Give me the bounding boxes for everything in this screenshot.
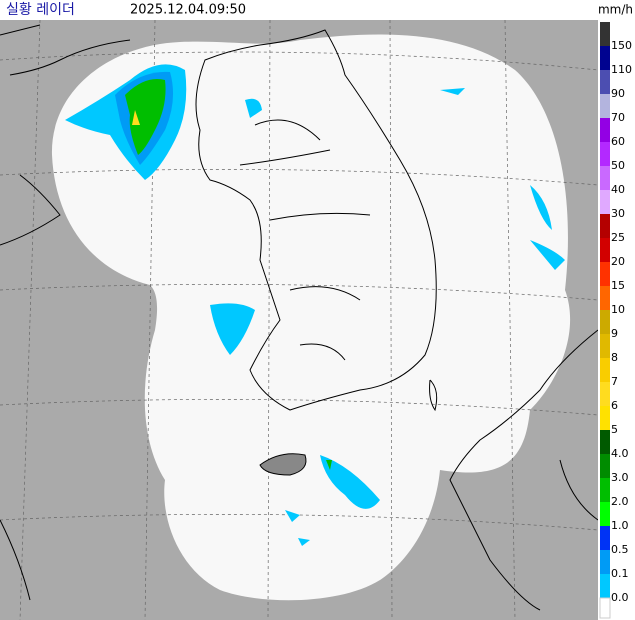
timestamp: 2025.12.04.09:50 bbox=[130, 3, 246, 18]
legend-label: 0.0 bbox=[611, 591, 629, 604]
legend-label: 0.1 bbox=[611, 567, 629, 580]
legend-swatch bbox=[600, 262, 610, 286]
legend-swatch bbox=[600, 142, 610, 166]
legend-label: 30 bbox=[611, 207, 625, 220]
legend-label: 0.5 bbox=[611, 543, 629, 556]
legend-swatch bbox=[600, 382, 610, 406]
legend-label: 50 bbox=[611, 159, 625, 172]
legend-label: 9 bbox=[611, 327, 618, 340]
legend-swatch bbox=[600, 286, 610, 310]
legend-swatch bbox=[600, 166, 610, 190]
title: 실황 레이더 bbox=[6, 2, 75, 18]
header-bar bbox=[0, 0, 635, 20]
radar-echoes bbox=[65, 64, 565, 546]
legend-label: 6 bbox=[611, 399, 618, 412]
legend-swatch bbox=[600, 238, 610, 262]
legend-swatch bbox=[600, 478, 610, 502]
legend-swatch bbox=[600, 454, 610, 478]
unit: mm/h bbox=[598, 3, 633, 17]
legend-label: 110 bbox=[611, 63, 632, 76]
legend-swatch bbox=[600, 358, 610, 382]
legend-label: 25 bbox=[611, 231, 625, 244]
radar-coverage bbox=[51, 34, 571, 601]
legend-swatch bbox=[600, 214, 610, 238]
legend-label: 15 bbox=[611, 279, 625, 292]
legend-swatch bbox=[600, 406, 610, 430]
legend-label: 4.0 bbox=[611, 447, 629, 460]
legend-swatch bbox=[600, 94, 610, 118]
legend-label: 10 bbox=[611, 303, 625, 316]
legend-label: 3.0 bbox=[611, 471, 629, 484]
map bbox=[0, 19, 599, 620]
legend-swatch bbox=[600, 22, 610, 46]
legend-swatch bbox=[600, 46, 610, 70]
graticule bbox=[0, 19, 599, 620]
legend-label: 150 bbox=[611, 39, 632, 52]
legend-label: 1.0 bbox=[611, 519, 629, 532]
legend-swatch bbox=[600, 310, 610, 334]
legend-label: 8 bbox=[611, 351, 618, 364]
legend-swatch bbox=[600, 334, 610, 358]
legend-swatch bbox=[600, 550, 610, 574]
legend-swatch bbox=[600, 502, 610, 526]
legend-swatch bbox=[600, 118, 610, 142]
legend-swatch bbox=[600, 70, 610, 94]
legend: 150 110 90 70 60 50 40 30 25 20 15 10 9 8 7 6 5 4.0 3.0 2.0… bbox=[599, 22, 632, 619]
legend-label: 5 bbox=[611, 423, 618, 436]
legend-label: 7 bbox=[611, 375, 618, 388]
legend-swatch bbox=[599, 597, 611, 619]
legend-label: 90 bbox=[611, 87, 625, 100]
legend-label: 2.0 bbox=[611, 495, 629, 508]
legend-label: 40 bbox=[611, 183, 625, 196]
legend-swatch bbox=[600, 526, 610, 550]
legend-label: 60 bbox=[611, 135, 625, 148]
legend-swatch bbox=[600, 430, 610, 454]
legend-swatch bbox=[600, 190, 610, 214]
coastline bbox=[0, 24, 599, 611]
legend-swatch bbox=[600, 574, 610, 598]
legend-label: 20 bbox=[611, 255, 625, 268]
legend-label: 70 bbox=[611, 111, 625, 124]
